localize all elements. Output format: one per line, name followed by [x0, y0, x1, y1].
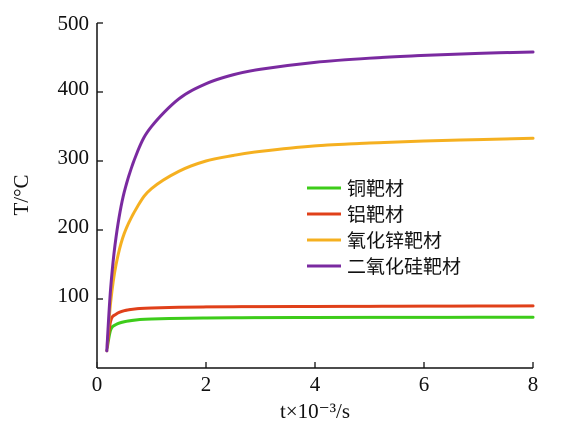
plot-area [105, 50, 535, 353]
x-tick-label: 6 [419, 372, 430, 396]
y-tick-label: 300 [58, 145, 90, 169]
x-tick-label: 2 [201, 372, 212, 396]
y-tick-label: 500 [58, 11, 90, 35]
series-line-1 [105, 304, 535, 353]
series-line-3 [105, 50, 535, 353]
tick-labels: 0 2 4 6 8 100 200 300 400 500 [58, 11, 539, 396]
series-line-2 [105, 136, 535, 353]
y-axis-title: T/°C [9, 174, 33, 215]
tick-marks [96, 22, 534, 368]
legend-label-1: 铝靶材 [347, 204, 404, 226]
x-tick-label: 8 [528, 372, 539, 396]
x-axis-title: t×10⁻³/s [280, 399, 350, 423]
y-tick-label: 400 [58, 76, 90, 100]
y-tick-label: 100 [58, 283, 90, 307]
series-line-0 [105, 315, 535, 353]
x-tick-label: 4 [310, 372, 321, 396]
y-tick-label: 200 [58, 214, 90, 238]
x-tick-label: 0 [92, 372, 103, 396]
legend-label-0: 铜靶材 [347, 178, 404, 200]
legend-label-2: 氧化锌靶材 [347, 230, 442, 252]
legend-label-3: 二氧化硅靶材 [347, 256, 461, 278]
